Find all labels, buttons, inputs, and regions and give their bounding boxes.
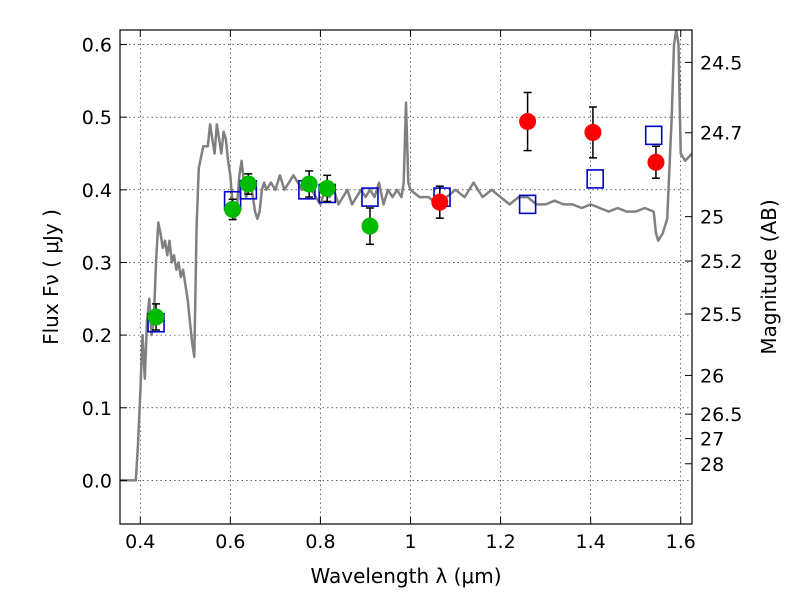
y2-tick-label: 24.7 (700, 123, 742, 145)
observed-flux-point (239, 175, 257, 193)
y-tick-label: 0.0 (82, 470, 112, 492)
model-square-point (361, 187, 379, 207)
model-spectrum-line (120, 30, 692, 482)
model-square-point (644, 125, 663, 146)
observed-flux-point (361, 217, 379, 235)
axis-ticks: 0.4 0.6 0.8 1 1.2 1.4 1.6 0.0 0.1 0.2 0.3 0.4 0.5 0.6… (82, 30, 742, 553)
x-tick-label: 0.4 (125, 531, 155, 553)
observed-flux-point (318, 179, 336, 197)
y-tick-label: 0.2 (82, 325, 112, 347)
y-axis-label: Flux Fν ( μJy ) (39, 209, 63, 345)
y2-tick-label: 24.5 (700, 52, 742, 74)
x-tick-label: 0.6 (215, 531, 245, 553)
x-tick-label: 0.8 (305, 531, 335, 553)
model-square-point (518, 194, 537, 215)
y-tick-label: 0.1 (82, 398, 112, 420)
y-tick-label: 0.3 (82, 252, 112, 274)
y2-tick-label: 26 (700, 365, 724, 387)
model-square-point (586, 169, 604, 189)
x-tick-label: 1 (404, 531, 416, 553)
observed-flux-point (224, 200, 242, 218)
x-axis-label: Wavelength λ (μm) (310, 564, 501, 588)
y-tick-label: 0.5 (82, 107, 112, 129)
plot-frame (119, 29, 693, 525)
x-tick-label: 1.2 (485, 531, 515, 553)
observed-flux-point (431, 193, 449, 211)
y2-tick-label: 25 (700, 207, 724, 229)
y-tick-label: 0.6 (82, 35, 112, 57)
y2-tick-label: 27 (700, 429, 724, 451)
y-tick-label: 0.4 (82, 180, 112, 202)
y2-axis-label: Magnitude (AB) (757, 199, 781, 354)
y2-tick-label: 25.5 (700, 304, 742, 326)
observed-flux-point (300, 175, 318, 193)
y2-tick-label: 28 (700, 454, 724, 476)
y2-tick-label: 26.5 (700, 404, 742, 426)
x-tick-label: 1.4 (576, 531, 606, 553)
y2-tick-label: 25.2 (700, 251, 742, 273)
plot-area (120, 30, 692, 482)
observed-flux-point (647, 153, 665, 171)
observed-flux-point (147, 308, 165, 326)
observed-flux-point (519, 113, 537, 131)
observed-flux-point (584, 123, 602, 141)
x-tick-label: 1.6 (666, 531, 696, 553)
